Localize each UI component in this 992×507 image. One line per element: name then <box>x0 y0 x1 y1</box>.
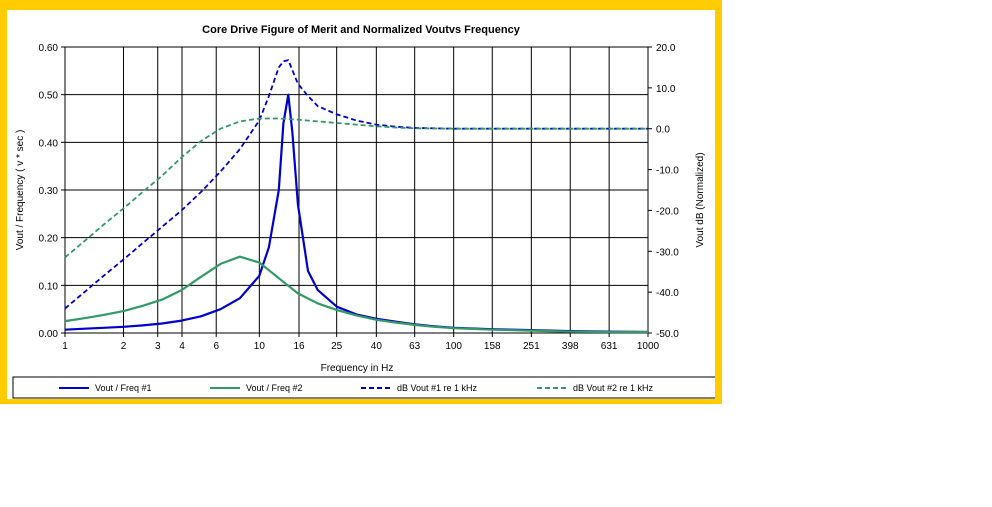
x-tick-label: 63 <box>409 341 421 352</box>
x-tick-label: 398 <box>562 341 579 352</box>
x-tick-label: 1000 <box>637 341 660 352</box>
y2-axis-label: Vout dB (Normalized) <box>695 152 706 247</box>
x-tick-label: 100 <box>445 341 462 352</box>
x-tick-label: 40 <box>371 341 383 352</box>
y-tick-label: 0.60 <box>39 43 59 54</box>
x-tick-label: 251 <box>523 341 540 352</box>
x-tick-label: 10 <box>254 341 266 352</box>
y-tick-label: 0.10 <box>39 281 59 292</box>
series-line-2 <box>64 255 648 334</box>
x-tick-label: 3 <box>155 341 161 352</box>
y2-tick-label: -10.0 <box>656 166 679 177</box>
x-tick-label: 631 <box>601 341 618 352</box>
y2-tick-label: -40.0 <box>656 288 679 299</box>
y2-tick-label: 10.0 <box>656 84 676 95</box>
tick-labels: 1 2 3 4 6 10 16 25 40 63 100 158 251 398 631 1000 0.00 0.… <box>39 43 680 352</box>
chart-area: Core Drive Figure of Merit and Normalize… <box>7 10 715 399</box>
y2-tick-label: -30.0 <box>656 247 679 258</box>
series-layer <box>64 59 649 334</box>
x-tick-label: 158 <box>484 341 501 352</box>
x-tick-label: 6 <box>213 341 219 352</box>
y2-tick-label: -20.0 <box>656 206 679 217</box>
y-tick-label: 0.30 <box>39 186 59 197</box>
plot-border <box>64 46 649 334</box>
legend: Vout / Freq #1 Vout / Freq #2 dB Vout #1 r… <box>59 383 654 393</box>
x-tick-label: 25 <box>331 341 343 352</box>
x-tick-label: 2 <box>121 341 127 352</box>
x-tick-label: 16 <box>293 341 305 352</box>
grid <box>61 46 652 337</box>
chart-title: Core Drive Figure of Merit and Normalize… <box>202 24 521 36</box>
x-tick-label: 1 <box>62 341 68 352</box>
x-axis-label: Frequency in Hz <box>321 363 394 374</box>
y-tick-label: 0.00 <box>39 329 59 340</box>
y2-tick-label: -50.0 <box>656 329 679 340</box>
chart-frame: Core Drive Figure of Merit and Normalize… <box>0 0 722 404</box>
y2-tick-label: 20.0 <box>656 43 676 54</box>
legend-label: Vout / Freq #2 <box>246 383 303 393</box>
legend-label: dB Vout #1 re 1 kHz <box>397 383 478 393</box>
series-line-4 <box>64 117 648 259</box>
legend-label: Vout / Freq #1 <box>95 383 152 393</box>
y2-tick-label: 0.0 <box>656 125 670 136</box>
y-tick-label: 0.50 <box>39 91 59 102</box>
chart-svg: Core Drive Figure of Merit and Normalize… <box>12 24 715 399</box>
legend-label: dB Vout #2 re 1 kHz <box>573 383 654 393</box>
y-axis-label: Vout / Frequency ( v * sec ) <box>15 130 26 251</box>
series-line-1 <box>64 93 649 334</box>
y-tick-label: 0.20 <box>39 234 59 245</box>
y-tick-label: 0.40 <box>39 138 59 149</box>
x-tick-label: 4 <box>179 341 185 352</box>
